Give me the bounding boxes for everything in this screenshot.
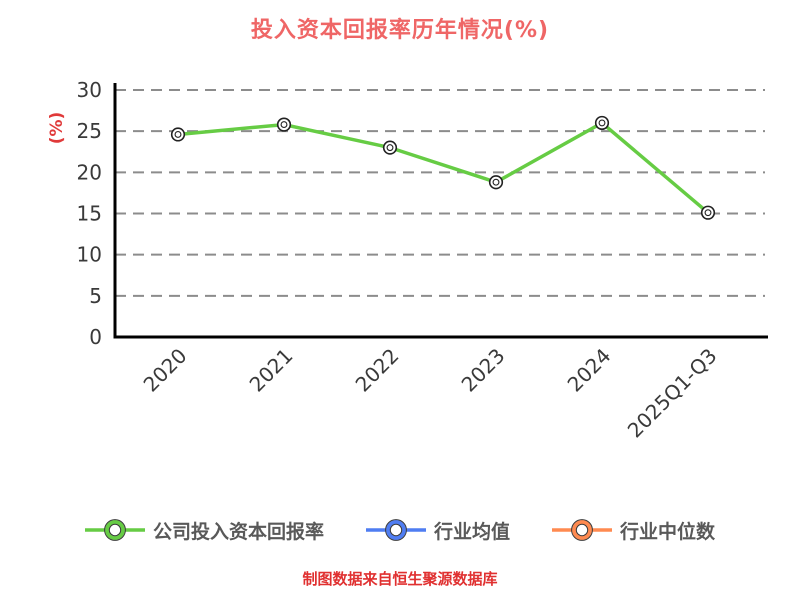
legend-item-2: 行业中位数	[552, 516, 715, 544]
data-point-marker-inner	[492, 178, 500, 186]
series-line	[176, 121, 710, 215]
data-point-marker	[276, 117, 292, 132]
chart-title: 投入资本回报率历年情况(%)	[250, 18, 550, 43]
roic-line-chart: 0 5 10 15 20 25 30 (%) 2020 2021 2022 2023 2024 2025Q…	[47, 78, 768, 443]
chart-footer-source: 制图数据来自恒生聚源数据库	[302, 570, 498, 588]
x-tick-label: 2021	[245, 344, 298, 397]
data-point-marker	[700, 205, 716, 220]
data-point-marker-inner	[598, 119, 606, 127]
legend-item-0: 公司投入资本回报率	[84, 516, 324, 544]
legend-label: 行业中位数	[620, 520, 716, 543]
data-point-marker	[170, 127, 186, 142]
legend-label: 公司投入资本回报率	[152, 520, 324, 543]
x-tick-label: 2022	[351, 344, 404, 397]
y-tick-label: 15	[77, 202, 102, 226]
x-tick-label: 2025Q1-Q3	[623, 344, 722, 443]
y-tick-label: 5	[89, 284, 102, 308]
chart-legend: 公司投入资本回报率 行业均值 行业中位数	[0, 516, 800, 544]
data-point-marker-inner	[704, 209, 712, 217]
data-point-marker-inner	[174, 131, 182, 138]
y-tick-label: 0	[89, 325, 102, 349]
data-point-marker-inner	[386, 144, 394, 152]
y-tick-label: 30	[77, 78, 102, 102]
y-tick-label: 10	[77, 243, 102, 267]
legend-marker-icon	[365, 519, 426, 541]
legend-marker-icon	[84, 519, 145, 541]
legend-item-1: 行业均值	[365, 516, 510, 544]
y-axis-label: (%)	[47, 112, 67, 145]
data-point-marker-inner	[280, 121, 288, 129]
data-point-marker	[594, 115, 610, 131]
legend-marker-icon	[552, 519, 612, 541]
x-tick-label: 2024	[563, 344, 616, 397]
y-tick-label: 20	[77, 160, 102, 184]
x-tick-label: 2020	[139, 344, 192, 397]
legend-label: 行业均值	[433, 520, 510, 543]
x-tick-label: 2023	[457, 344, 510, 397]
y-tick-label: 25	[77, 119, 102, 143]
data-point-marker	[382, 140, 398, 155]
data-point-marker	[488, 175, 504, 190]
